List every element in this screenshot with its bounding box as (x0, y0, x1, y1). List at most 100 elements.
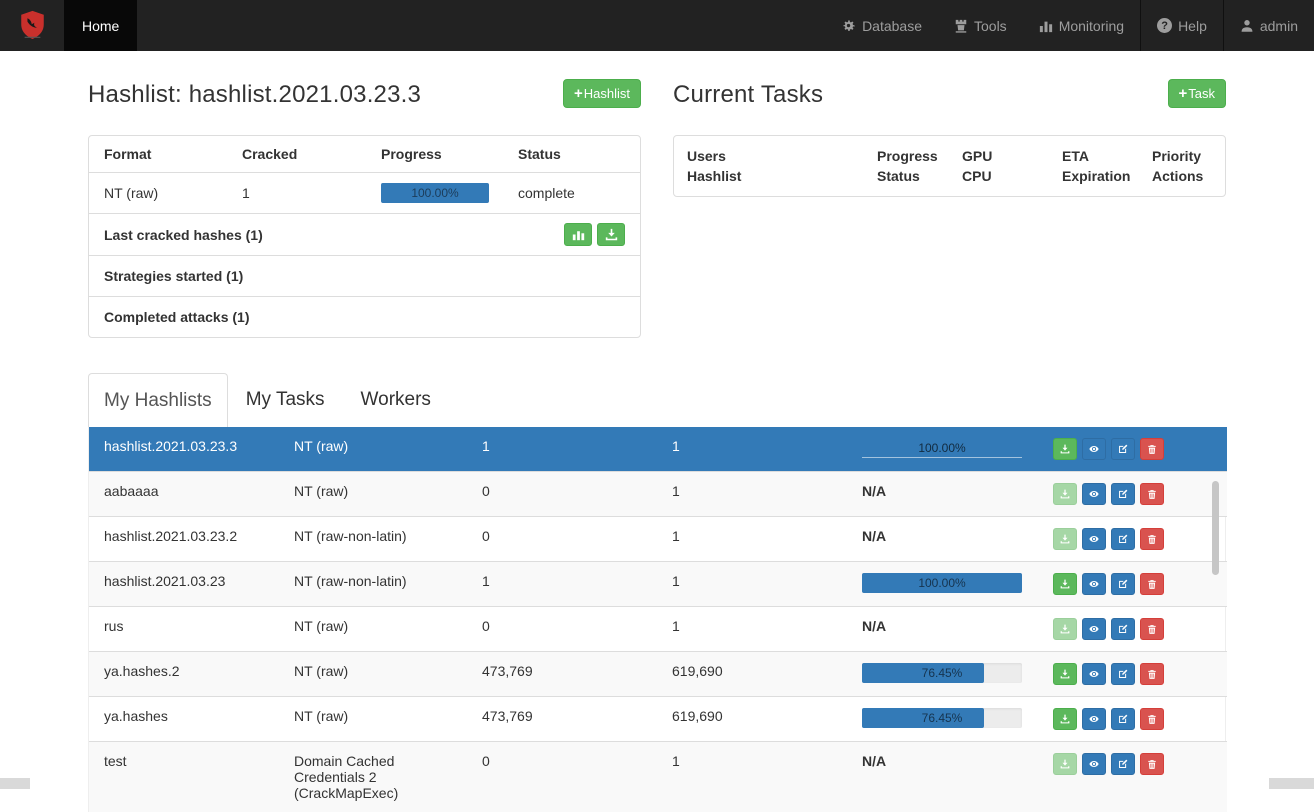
brand-shield-logo[interactable] (0, 0, 64, 51)
hashlist-row[interactable]: test Domain Cached Credentials 2 (CrackM… (89, 742, 1227, 812)
hashlist-name-link[interactable]: rus (104, 618, 123, 634)
delete-hashlist-button[interactable] (1140, 438, 1164, 460)
eye-icon (1089, 442, 1099, 456)
download-icon (1060, 758, 1070, 770)
edit-hashlist-button[interactable] (1111, 528, 1135, 550)
download-icon (1060, 533, 1070, 545)
new-task-button[interactable]: +Task (1168, 79, 1227, 108)
nav-item-home[interactable]: Home (64, 0, 137, 51)
tab-workers[interactable]: Workers (343, 373, 449, 427)
download-hashlist-button[interactable] (1053, 708, 1077, 730)
hashlist-name-link[interactable]: aabaaaa (104, 483, 159, 499)
hashlist-total-count: 1 (657, 607, 847, 652)
download-hashlist-button[interactable] (1053, 753, 1077, 775)
edit-icon (1118, 533, 1128, 545)
hashlist-name-link[interactable]: hashlist.2021.03.23.2 (104, 528, 237, 544)
hashlist-cracked-count: 473,769 (467, 697, 657, 742)
nav-item-database[interactable]: Database (825, 0, 938, 51)
delete-hashlist-button[interactable] (1140, 663, 1164, 685)
nav-item-tools[interactable]: Tools (938, 0, 1023, 51)
progress-na-label: N/A (862, 528, 886, 544)
view-hashlist-button[interactable] (1082, 753, 1106, 775)
delete-hashlist-button[interactable] (1140, 528, 1164, 550)
hashlist-name-link[interactable]: ya.hashes.2 (104, 663, 180, 679)
hashlist-name-link[interactable]: ya.hashes (104, 708, 168, 724)
hashlist-name-link[interactable]: test (104, 753, 127, 769)
view-hashlist-button[interactable] (1082, 483, 1106, 505)
shield-icon (19, 9, 46, 42)
edit-hashlist-button[interactable] (1111, 618, 1135, 640)
view-hashlist-button[interactable] (1082, 573, 1106, 595)
format-value: NT (raw) (89, 173, 227, 214)
hashlist-row[interactable]: aabaaaa NT (raw) 0 1 N/A (89, 472, 1227, 517)
section-completed-attacks[interactable]: Completed attacks (1) (89, 296, 640, 337)
view-hashlist-button[interactable] (1082, 438, 1106, 460)
download-hashlist-button[interactable] (1053, 528, 1077, 550)
hashlist-row[interactable]: ya.hashes.2 NT (raw) 473,769 619,690 76.… (89, 652, 1227, 697)
hashlist-format: NT (raw) (279, 427, 467, 472)
download-hashlist-button[interactable] (1053, 483, 1077, 505)
edit-icon (1118, 443, 1128, 455)
hashlist-total-count: 1 (657, 562, 847, 607)
edit-hashlist-button[interactable] (1111, 438, 1135, 460)
hashlist-row[interactable]: hashlist.2021.03.23 NT (raw-non-latin) 1… (89, 562, 1227, 607)
hashlist-total-count: 1 (657, 427, 847, 472)
trash-icon (1147, 533, 1157, 546)
view-hashlist-button[interactable] (1082, 618, 1106, 640)
nav-item-monitoring[interactable]: Monitoring (1023, 0, 1140, 51)
delete-hashlist-button[interactable] (1140, 708, 1164, 730)
view-hashlist-button[interactable] (1082, 663, 1106, 685)
hashlist-cracked-count: 473,769 (467, 652, 657, 697)
delete-hashlist-button[interactable] (1140, 618, 1164, 640)
progress-bar: 100.00% (862, 573, 1022, 593)
section-strategies-started[interactable]: Strategies started (1) (89, 255, 640, 296)
tab-my-hashlists[interactable]: My Hashlists (88, 373, 228, 427)
hashlist-row[interactable]: hashlist.2021.03.23.2 NT (raw-non-latin)… (89, 517, 1227, 562)
download-hashlist-button[interactable] (1053, 438, 1077, 460)
nav-admin-label: admin (1260, 18, 1298, 34)
download-hashlist-button[interactable] (1053, 573, 1077, 595)
edit-hashlist-button[interactable] (1111, 663, 1135, 685)
hashlist-format: NT (raw) (279, 607, 467, 652)
hashlist-name-link[interactable]: hashlist.2021.03.23.3 (104, 438, 237, 454)
hashlist-row[interactable]: rus NT (raw) 0 1 N/A (89, 607, 1227, 652)
edit-hashlist-button[interactable] (1111, 483, 1135, 505)
col-header-progress: Progress (366, 136, 503, 173)
tab-my-tasks[interactable]: My Tasks (228, 373, 343, 427)
hashlist-row[interactable]: hashlist.2021.03.23.3 NT (raw) 1 1 100.0… (89, 427, 1227, 472)
table-scrollbar-thumb[interactable] (1212, 481, 1219, 575)
cracked-download-button[interactable] (597, 223, 625, 246)
download-hashlist-button[interactable] (1053, 618, 1077, 640)
hashlist-row[interactable]: ya.hashes NT (raw) 473,769 619,690 76.45… (89, 697, 1227, 742)
cracked-stats-button[interactable] (564, 223, 592, 246)
hashlist-cracked-count: 1 (467, 427, 657, 472)
nav-item-help[interactable]: ? Help (1140, 0, 1223, 51)
download-icon (1060, 623, 1070, 635)
edit-hashlist-button[interactable] (1111, 753, 1135, 775)
edit-icon (1118, 623, 1128, 635)
delete-hashlist-button[interactable] (1140, 573, 1164, 595)
nav-item-admin[interactable]: admin (1223, 0, 1314, 51)
eye-icon (1089, 622, 1099, 636)
section-last-cracked-hashes[interactable]: Last cracked hashes (1) (89, 213, 640, 255)
new-hashlist-button[interactable]: +Hashlist (563, 79, 641, 108)
hashlist-name-link[interactable]: hashlist.2021.03.23 (104, 573, 225, 589)
edit-hashlist-button[interactable] (1111, 573, 1135, 595)
download-hashlist-button[interactable] (1053, 663, 1077, 685)
hashlist-format: NT (raw-non-latin) (279, 517, 467, 562)
edit-icon (1118, 713, 1128, 725)
hashlist-cracked-count: 0 (467, 517, 657, 562)
delete-hashlist-button[interactable] (1140, 483, 1164, 505)
bottom-left-scroll-corner (0, 778, 30, 789)
gear-icon (841, 18, 856, 33)
view-hashlist-button[interactable] (1082, 528, 1106, 550)
progress-na-label: N/A (862, 753, 886, 769)
edit-icon (1118, 578, 1128, 590)
hashlist-format: NT (raw-non-latin) (279, 562, 467, 607)
delete-hashlist-button[interactable] (1140, 753, 1164, 775)
plus-icon: + (1179, 87, 1188, 100)
view-hashlist-button[interactable] (1082, 708, 1106, 730)
edit-hashlist-button[interactable] (1111, 708, 1135, 730)
